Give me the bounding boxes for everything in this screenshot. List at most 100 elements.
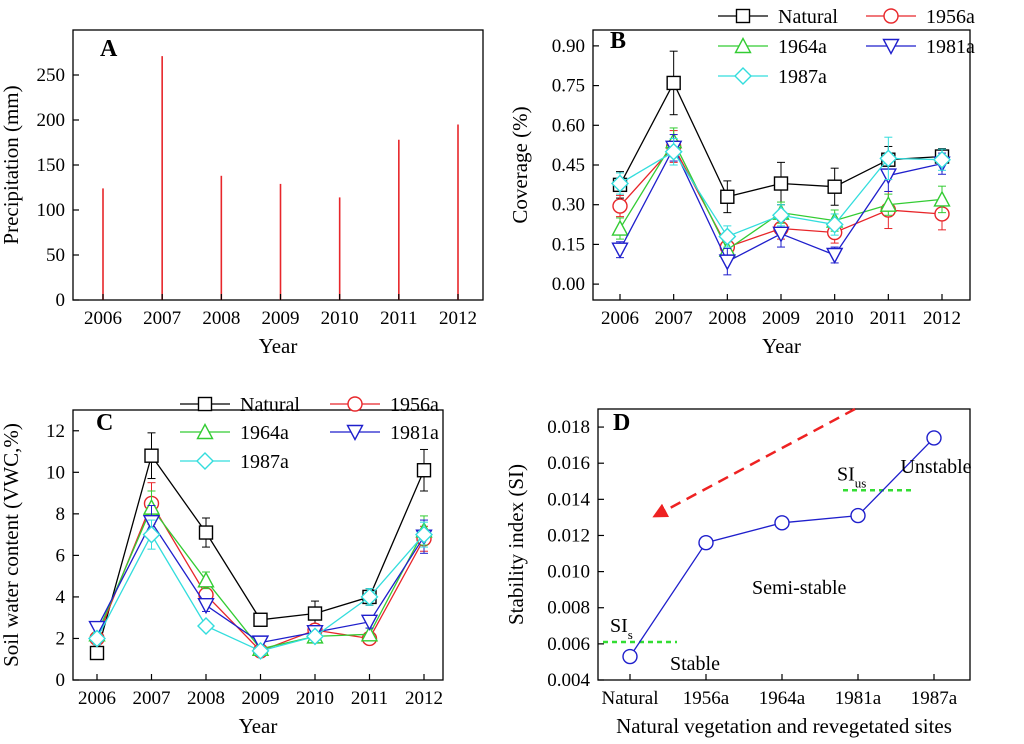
data-point (718, 254, 737, 271)
x-tick-label: 2009 (762, 308, 800, 329)
y-axis-label: Precipitation (mm) (0, 85, 23, 244)
y-tick-label: 0.010 (547, 562, 590, 583)
y-tick-label: 0.004 (547, 670, 590, 691)
panel-d: 0.004 0.006 0.008 0.010 0.012 0.014 0.016 0.018… (504, 407, 972, 738)
data-point (772, 206, 790, 225)
legend-label: 1956a (926, 6, 975, 28)
data-point (926, 430, 942, 446)
y-axis-label: Soil water content (VWC,%) (0, 423, 23, 667)
x-tick-label: 2007 (133, 688, 171, 709)
y-axis-label: Stability index (SI) (504, 464, 528, 625)
legend-label: 1981a (926, 36, 975, 58)
legend-label: Natural (778, 6, 838, 28)
y-tick-label: 0.008 (547, 598, 590, 619)
panel-letter: B (610, 28, 626, 54)
data-point (622, 648, 638, 665)
legend: Natural 1956a 1964a 1981a 1987a (718, 6, 975, 88)
legend-marker (883, 8, 899, 24)
x-tick-label: 2009 (262, 308, 300, 329)
data-point (666, 75, 681, 91)
legend-label: 1981a (390, 422, 439, 444)
legend-label: 1956a (390, 394, 439, 416)
data-point (825, 247, 844, 264)
x-axis-label: Year (762, 334, 801, 358)
data-point (198, 525, 214, 540)
x-tick-label: 2007 (143, 308, 181, 329)
data-point (879, 149, 898, 168)
legend-label: 1964a (778, 36, 827, 58)
data-point (415, 525, 433, 544)
panel-a: 0 50 100 150 200 250 2006 2007 2008 2009 2010 2011 2… (0, 29, 484, 358)
data-point (142, 525, 161, 544)
data-point (698, 534, 714, 551)
plot-frame (597, 408, 971, 681)
data-point (664, 142, 683, 161)
panel-b: 0.00 0.15 0.30 0.45 0.60 0.75 0.90 2006 2007 2008… (508, 6, 975, 358)
data-point (827, 179, 842, 194)
legend: Natural 1956a 1964a 1981a 1987a (180, 394, 439, 473)
threshold-label-text: SI (610, 615, 628, 637)
y-axis-label: Coverage (%) (508, 106, 532, 223)
data-point (88, 629, 106, 648)
data-point (774, 515, 790, 531)
legend-label: 1964a (240, 422, 289, 444)
x-tick-label: 2011 (380, 308, 417, 329)
trend-arrow (652, 407, 856, 518)
data-point (307, 606, 323, 621)
data-point (718, 227, 737, 246)
y-tick-label: 0.016 (547, 453, 590, 474)
legend-label: 1987a (778, 66, 827, 88)
x-tick-label: 2012 (923, 308, 961, 329)
x-tick-label: 2009 (242, 688, 280, 709)
y-tick-label: 0.45 (552, 155, 585, 176)
y-tick-label: 0.90 (552, 36, 585, 57)
threshold-label-si-us: SIus (837, 463, 866, 490)
y-tick-label: 2 (56, 628, 66, 649)
data-point (251, 641, 270, 660)
legend-label: Natural (240, 394, 300, 416)
x-tick-label: 2012 (405, 688, 443, 709)
x-tick-label: 2010 (321, 308, 359, 329)
data-point (773, 176, 789, 191)
threshold-label-subscript: s (628, 627, 633, 642)
y-tick-label: 100 (37, 200, 66, 221)
data-point (253, 612, 268, 627)
y-tick-label: 0.018 (547, 417, 590, 438)
y-tick-label: 0.006 (547, 634, 590, 655)
y-tick-label: 0 (56, 670, 66, 691)
series-1987a (611, 136, 951, 248)
data-point (879, 195, 898, 212)
panel-c: 0 2 4 6 8 10 12 2006 2007 2008 2009 2010 2011 2012 Yea… (0, 394, 444, 738)
data-point (197, 598, 215, 615)
data-point (306, 627, 324, 646)
legend-marker (196, 423, 214, 440)
data-point (933, 150, 951, 169)
x-tick-label: 1956a (683, 688, 730, 709)
x-tick-label: Natural (602, 688, 659, 709)
data-point (144, 448, 159, 463)
data-point (360, 625, 379, 642)
data-point (611, 219, 629, 236)
y-tick-label: 0.75 (552, 76, 585, 97)
plot-frame (72, 29, 484, 301)
panel-letter: C (96, 410, 113, 436)
data-point (197, 571, 215, 588)
plot-frame (72, 409, 444, 681)
data-point (197, 617, 215, 635)
x-tick-label: 2012 (439, 308, 477, 329)
y-tick-label: 200 (37, 110, 66, 131)
series-line (96, 502, 425, 652)
annotation-semi-stable: Semi-stable (752, 577, 847, 599)
data-point (89, 645, 105, 661)
x-axis-label: Natural vegetation and revegetated sites (616, 714, 952, 738)
legend-marker (882, 38, 900, 55)
legend-marker (347, 396, 363, 412)
data-point (612, 198, 628, 214)
x-tick-label: 2010 (296, 688, 334, 709)
threshold-label-text: SI (837, 463, 855, 485)
x-axis-label: Year (239, 714, 278, 738)
y-tick-label: 8 (56, 504, 66, 525)
panel-letter: A (100, 36, 118, 62)
y-tick-label: 150 (37, 155, 66, 176)
